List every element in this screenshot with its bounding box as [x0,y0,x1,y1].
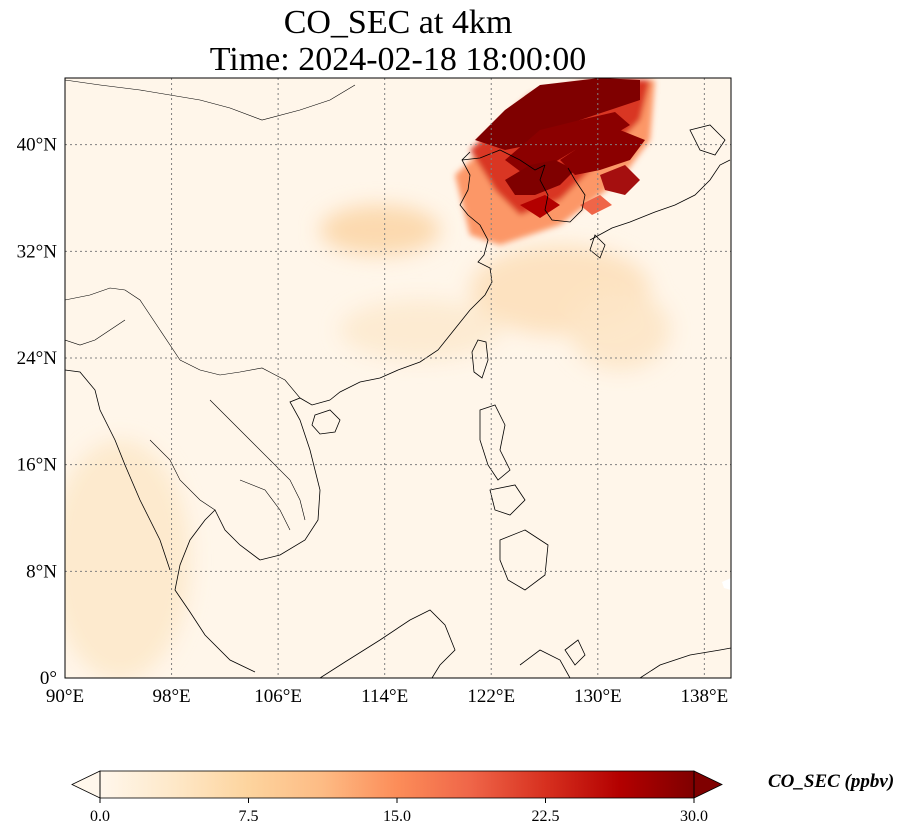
coastline-mindanao [499,529,549,591]
border-cambodia [239,479,291,531]
lon-tick-label-3: 114°E [361,686,408,707]
latitude-axis: 0° 8°N 16°N 24°N 32°N 40°N [17,135,58,689]
coastline-japan [589,159,731,241]
coastline-korea [539,164,586,223]
colorbar-extend-min [71,770,101,799]
coastline-vietnam [259,397,331,561]
plume-core-band4 [600,165,640,195]
coastline-taiwan [471,339,489,379]
lon-tick-label-1: 98°E [152,686,190,707]
colorbar-body [100,771,694,798]
colorbar-tick-label-3: 22.5 [532,808,560,825]
border-myanmar-india [65,319,126,346]
map-title-line2: Time: 2024-02-18 18:00:00 [209,41,587,78]
lat-tick-label-3: 24°N [17,348,58,369]
plume-core-north [475,78,640,150]
field-low-west [65,440,190,678]
coastline-hokkaido [689,124,726,156]
map-title-line1: CO_SEC at 4km [283,4,513,41]
coastline-indochina-gulf [174,509,261,673]
lon-tick-label-6: 138°E [681,686,729,707]
field-low-scs [340,300,500,360]
coastline-china-east [329,151,493,401]
lat-tick-label-2: 16°N [17,455,58,476]
coastline-sulawesi [519,649,571,678]
plume-core [475,78,645,218]
gridlines [65,78,731,678]
coastline-newguinea [639,647,731,678]
colorbar-ticks: 0.0 7.5 15.0 22.5 30.0 [90,798,708,825]
lat-tick-label-4: 32°N [17,241,58,262]
lat-tick-label-0: 0° [40,668,57,689]
colorbar-tick-label-4: 30.0 [680,808,708,825]
coastline-myanmar [65,369,171,571]
coastline-luzon [479,404,511,481]
lon-tick-label-4: 122°E [467,686,515,707]
field-low-central [320,205,440,255]
lat-tick-label-1: 8°N [26,561,57,582]
lon-tick-label-0: 90°E [46,686,84,707]
plume-core-band6 [580,195,612,215]
colorbar-tick-label-0: 0.0 [90,808,110,825]
plume-core-band3 [560,130,645,175]
coastline-hainan [311,409,341,435]
plume-core-band5 [520,195,560,218]
coastlines [65,124,731,678]
colorbar: 0.0 7.5 15.0 22.5 30.0 [71,770,723,825]
coastline-halmahera [564,639,586,666]
coastline-bohai [461,149,546,171]
co-concentration-field [65,78,670,678]
map-title: CO_SEC at 4km Time: 2024-02-18 18:00:00 [65,4,731,78]
coastline-visayas [489,484,526,516]
lon-tick-label-5: 130°E [574,686,622,707]
colorbar-tick-label-1: 7.5 [239,808,259,825]
map-frame [64,77,732,679]
coastline-japan-kyushu [589,234,606,259]
border-china-myanmar [65,287,181,361]
colorbar-tick-label-2: 15.0 [383,808,411,825]
plume-core-band2 [505,160,575,195]
map-panel [65,78,731,678]
lon-tick-label-2: 106°E [254,686,302,707]
field-low-pacific [570,290,670,370]
border-indochina [179,359,301,399]
coastline-borneo [319,609,456,678]
lat-tick-label-5: 40°N [17,135,58,156]
country-borders [65,79,356,531]
longitude-axis: 90°E 98°E 106°E 114°E 122°E 130°E 138°E [46,686,728,707]
island-east-edge [722,578,731,590]
border-laos-vietnam [209,399,306,521]
colorbar-extend-max [693,770,723,799]
colorbar-label: CO_SEC (ppbv) [768,771,895,792]
plume-core-band1 [505,112,630,175]
border-north [65,79,356,121]
border-thailand [149,439,216,511]
